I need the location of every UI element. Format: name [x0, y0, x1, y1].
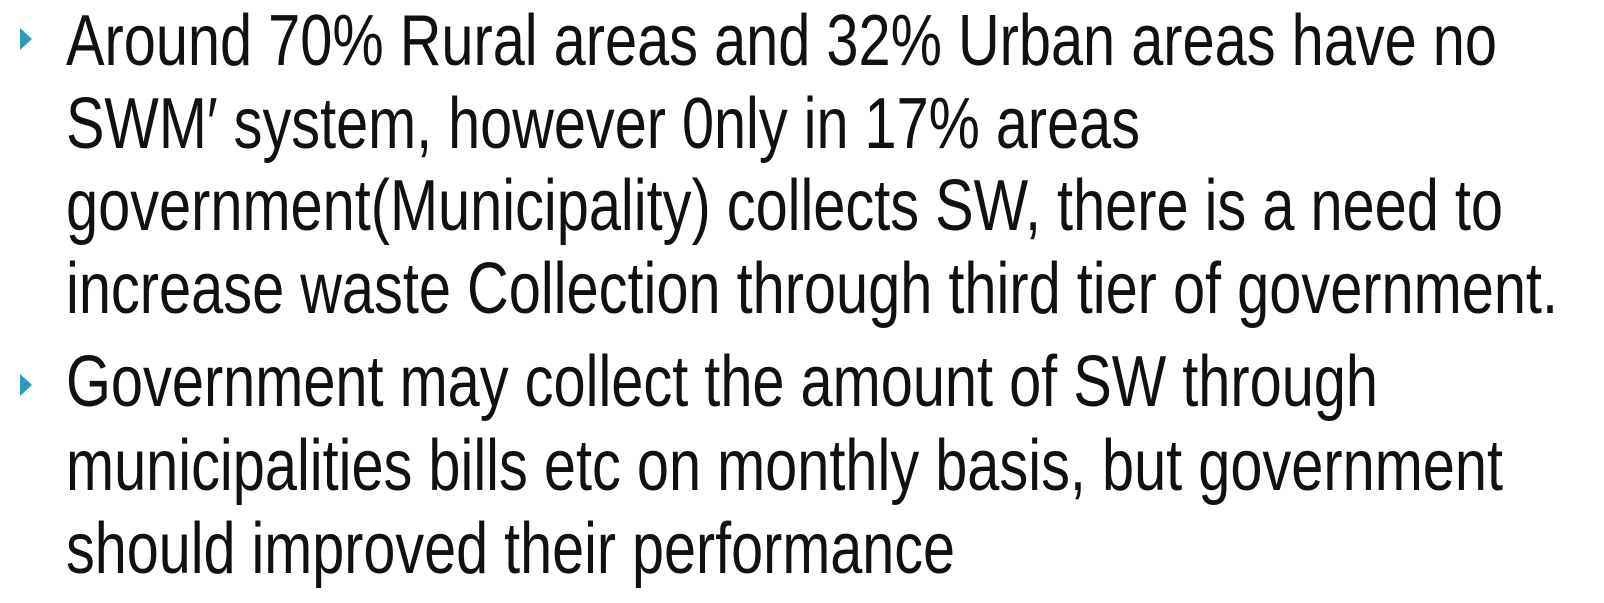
- bullet-marker: [20, 374, 32, 396]
- bullet-line: government(Municipality) collects SW, th…: [66, 166, 1503, 246]
- bullet-line: should improved their performance: [66, 509, 955, 589]
- bullet-line: SWM′ system, however 0nly in 17% areas: [66, 84, 1140, 164]
- bullet-item: Government may collect the amount of SW …: [20, 342, 1503, 589]
- bullet-line: Government may collect the amount of SW …: [66, 342, 1378, 422]
- bullet-item: Around 70% Rural areas and 32% Urban are…: [20, 1, 1558, 329]
- bullet-line: increase waste Collection through third …: [66, 249, 1558, 329]
- bullet-line: municipalities bills etc on monthly basi…: [66, 426, 1503, 506]
- bullet-marker: [20, 28, 32, 50]
- bullet-line: Around 70% Rural areas and 32% Urban are…: [66, 1, 1497, 81]
